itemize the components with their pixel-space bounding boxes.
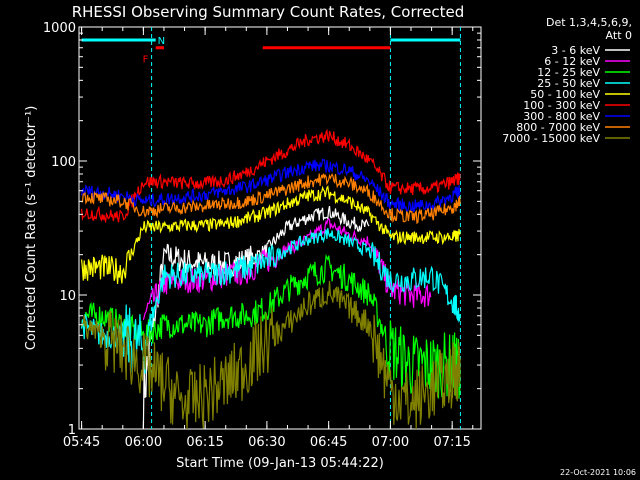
legend-header-line-1: Det 1,3,4,5,6,9, xyxy=(546,16,632,29)
x-tick-label: 07:15 xyxy=(433,435,470,450)
x-tick-label: 05:45 xyxy=(63,435,100,450)
legend-header-line-2: Att 0 xyxy=(606,29,632,42)
flare-flag-annotation: F xyxy=(143,55,149,66)
series-line-5 xyxy=(81,128,461,224)
series-line-8 xyxy=(81,280,461,430)
x-axis-label: Start Time (09-Jan-13 05:44:22) xyxy=(176,456,384,471)
y-tick-label: 1000 xyxy=(43,21,76,36)
legend-label: 7000 - 15000 keV xyxy=(502,132,600,145)
legend-label: 800 - 7000 keV xyxy=(516,121,600,134)
plot-layer: FN xyxy=(81,27,461,430)
generation-timestamp: 22-Oct-2021 10:06 xyxy=(560,468,636,477)
legend-label: 100 - 300 keV xyxy=(523,99,600,112)
x-tick-label: 07:00 xyxy=(372,435,409,450)
y-tick-label: 10 xyxy=(59,289,76,304)
night-flag-annotation: N xyxy=(158,36,165,47)
legend-label: 25 - 50 keV xyxy=(537,77,600,90)
legend-label: 300 - 800 keV xyxy=(523,110,600,123)
chart-title: RHESSI Observing Summary Count Rates, Co… xyxy=(72,3,465,21)
legend-label: 50 - 100 keV xyxy=(530,88,600,101)
series-line-2 xyxy=(81,253,461,399)
legend-label: 6 - 12 keV xyxy=(544,55,600,68)
x-tick-label: 06:00 xyxy=(125,435,162,450)
series-line-4 xyxy=(81,185,461,284)
legend-label: 12 - 25 keV xyxy=(537,66,600,79)
y-axis-label: Corrected Count Rate (s⁻¹ detector⁻¹) xyxy=(24,106,39,351)
legend-label: 3 - 6 keV xyxy=(551,44,600,57)
series-line-7 xyxy=(81,173,461,225)
x-tick-label: 06:45 xyxy=(310,435,347,450)
plot-frame xyxy=(78,26,482,430)
y-tick-label: 100 xyxy=(51,155,76,170)
x-tick-label: 06:15 xyxy=(186,435,223,450)
y-tick-label: 1 xyxy=(68,423,76,438)
axis-layer: 05:45 06:00 06:15 06:30 06:45 07:00 07:15 1 10 10… xyxy=(43,21,481,450)
x-tick-label: 06:30 xyxy=(248,435,285,450)
